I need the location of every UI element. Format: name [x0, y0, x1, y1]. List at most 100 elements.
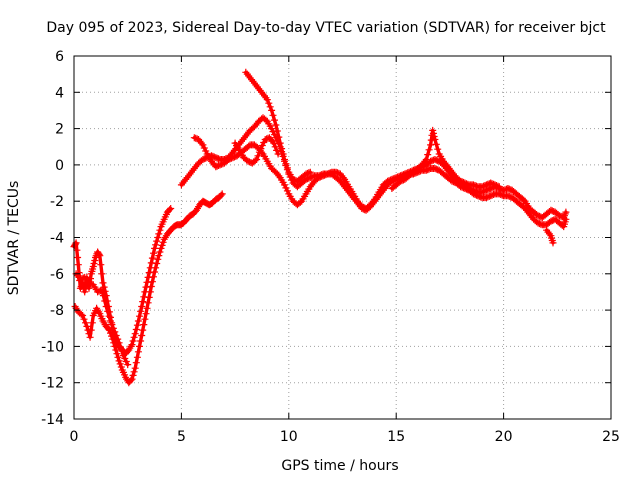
data-point: [112, 332, 120, 339]
data-point: [281, 181, 288, 189]
data-point: [91, 257, 99, 264]
data-point: [142, 310, 150, 318]
data-point: [281, 156, 288, 163]
data-point: [266, 103, 274, 111]
x-axis-label: GPS time / hours: [281, 458, 398, 474]
data-point: [150, 273, 157, 281]
data-point: [275, 133, 283, 141]
data-point: [268, 125, 276, 133]
data-point: [122, 358, 130, 365]
data-point: [265, 99, 273, 107]
data-point: [139, 326, 147, 334]
data-point: [283, 164, 291, 172]
data-point: [116, 360, 124, 368]
data-point: [104, 307, 112, 315]
grid: [74, 56, 611, 419]
data-point: [99, 292, 107, 300]
data-point: [128, 375, 136, 383]
data-point: [115, 357, 123, 365]
data-point: [137, 307, 145, 315]
data-point: [82, 319, 89, 327]
data-point: [124, 361, 132, 369]
data-point: [132, 359, 140, 367]
x-tick-label: 0: [70, 429, 79, 445]
series-line: [192, 136, 568, 229]
data-point: [217, 191, 225, 199]
data-point: [251, 157, 259, 165]
data-point: [130, 368, 138, 376]
data-point: [74, 261, 82, 269]
data-point: [74, 254, 82, 261]
data-point: [81, 288, 89, 296]
data-point: [159, 238, 167, 246]
data-point: [127, 376, 135, 384]
y-tick-label: 0: [55, 158, 64, 174]
data-point: [155, 252, 163, 260]
data-point: [133, 321, 141, 329]
data-point: [114, 335, 122, 343]
y-axis-label: SDTVAR / TECUs: [6, 181, 22, 296]
data-point: [152, 264, 160, 272]
y-tick-label: -2: [50, 194, 64, 210]
data-point: [113, 350, 121, 358]
data-point: [562, 208, 570, 216]
data-point: [154, 234, 162, 241]
data-point: [107, 329, 114, 337]
data-point: [109, 324, 117, 332]
data-point: [145, 293, 153, 301]
y-tick-label: -14: [41, 412, 64, 428]
data-point: [431, 136, 439, 143]
data-point: [107, 317, 114, 325]
data-point: [430, 133, 438, 140]
data-point: [262, 116, 270, 124]
data-point: [129, 337, 137, 345]
data-point: [253, 156, 261, 163]
data-point: [101, 297, 109, 305]
data-point: [115, 339, 123, 347]
data-point: [271, 143, 279, 151]
data-point: [111, 328, 119, 336]
data-point: [133, 353, 141, 361]
data-point: [86, 333, 94, 341]
data-point: [99, 279, 107, 287]
data-point: [105, 326, 113, 334]
data-point: [432, 140, 440, 148]
data-point: [144, 299, 152, 307]
data-point: [273, 127, 281, 135]
data-point: [150, 249, 157, 257]
y-tick-label: -4: [50, 231, 64, 247]
data-point: [434, 145, 442, 153]
data-point: [282, 184, 290, 192]
data-point: [131, 364, 139, 372]
data-point: [134, 348, 142, 356]
data-point: [112, 346, 120, 354]
x-tick-label: 5: [177, 429, 186, 445]
x-tick-label: 25: [602, 429, 620, 445]
data-point: [271, 116, 278, 124]
data-point: [141, 315, 149, 323]
data-point: [306, 168, 314, 176]
data-point: [95, 250, 103, 258]
data-point: [422, 156, 430, 163]
data-point: [114, 353, 122, 361]
data-point: [274, 150, 282, 158]
data-point: [85, 330, 93, 338]
data-point: [218, 190, 226, 198]
x-tick-label: 10: [280, 429, 298, 445]
data-point: [118, 347, 126, 355]
data-point: [98, 286, 106, 294]
data-point: [132, 326, 140, 333]
data-point: [130, 333, 138, 341]
data-point: [520, 196, 528, 204]
y-tick-label: -6: [50, 267, 64, 283]
data-point: [117, 343, 124, 351]
data-point: [424, 151, 432, 159]
y-tick-label: -8: [50, 303, 64, 319]
data-point: [139, 298, 147, 306]
data-point: [151, 268, 159, 276]
data-point: [105, 312, 113, 320]
data-point: [134, 317, 142, 325]
data-point: [80, 315, 88, 323]
data-point: [254, 152, 262, 160]
plot-frame: [73, 55, 612, 420]
